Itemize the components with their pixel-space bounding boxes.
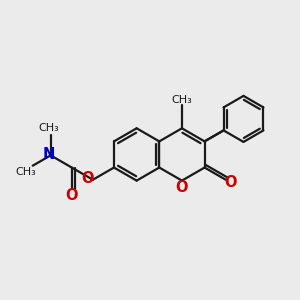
Text: O: O	[82, 171, 94, 186]
Text: CH₃: CH₃	[39, 123, 59, 133]
Text: O: O	[224, 175, 237, 190]
Text: CH₃: CH₃	[16, 167, 37, 177]
Text: CH₃: CH₃	[172, 95, 192, 105]
Text: O: O	[176, 180, 188, 195]
Text: N: N	[43, 147, 56, 162]
Text: O: O	[65, 188, 78, 203]
